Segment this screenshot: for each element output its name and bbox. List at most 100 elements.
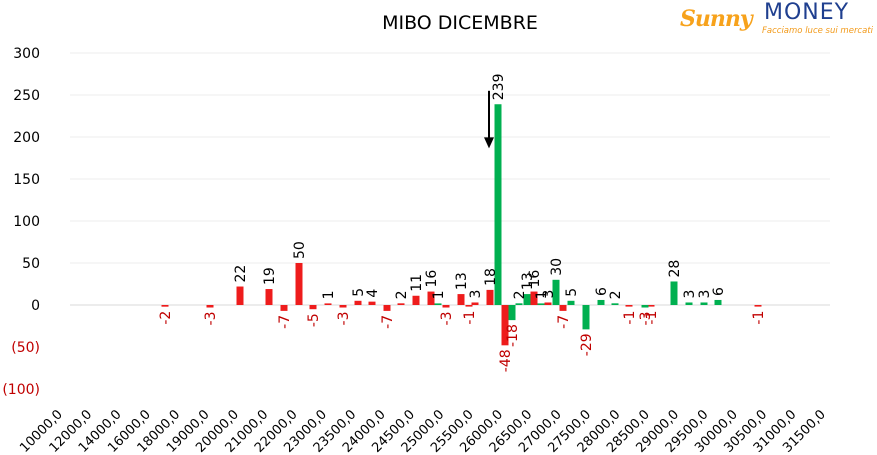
bar-green-7	[567, 300, 575, 305]
bar-red-12	[397, 303, 405, 305]
data-label-red-11: -7	[380, 315, 396, 329]
data-label-red-9: 5	[351, 288, 367, 297]
bar-red-22	[544, 302, 552, 305]
bar-red-6	[309, 305, 317, 310]
bar-green-10	[611, 303, 619, 305]
logo-word-sunny: Sunny	[680, 6, 753, 32]
data-label-red-18: -1	[462, 311, 478, 325]
bar-green-9	[597, 299, 605, 305]
logo-tagline: Facciamo luce sui mercati	[762, 26, 874, 36]
data-label-red-0: -2	[158, 311, 174, 325]
x-axis-ticks: 10000,012000,014000,016000,018000,019000…	[17, 407, 829, 455]
y-axis-ticks: 300 250 200 150 100 50 0 (50) (100)	[2, 46, 40, 398]
y-tick-label: (50)	[11, 340, 40, 356]
data-label-red-21: 16	[527, 270, 543, 288]
bar-red-23	[559, 305, 567, 311]
bar-red-2	[236, 286, 244, 305]
y-tick-label: 200	[13, 130, 40, 146]
data-label-red-26: -1	[751, 311, 767, 325]
data-label-green-13: 3	[682, 290, 698, 299]
data-label-red-12: 2	[394, 290, 410, 299]
data-label-green-1: 239	[491, 74, 507, 101]
y-tick-label: 300	[13, 46, 40, 62]
bar-red-24	[625, 305, 633, 307]
data-label-green-2: -18	[505, 324, 521, 347]
bar-red-25	[647, 305, 655, 307]
data-label-green-6: 30	[549, 258, 565, 276]
data-label-green-9: 6	[594, 287, 610, 296]
bar-green-15	[714, 299, 722, 305]
data-label-green-15: 6	[711, 287, 727, 296]
y-tick-label: 0	[31, 298, 40, 314]
data-label-red-5: 50	[292, 241, 308, 259]
bar-green-1	[494, 104, 502, 306]
data-label-green-3: 2	[512, 290, 528, 299]
data-label-green-12: 28	[667, 260, 683, 278]
data-label-red-4: -7	[277, 315, 293, 329]
bar-green-5	[537, 303, 545, 305]
bar-red-20	[501, 305, 509, 346]
data-label-green-5: 1	[534, 290, 550, 299]
bar-green-12	[670, 281, 678, 305]
y-tick-label: 100	[13, 214, 40, 230]
bar-green-0	[434, 303, 442, 305]
data-label-red-2: 22	[233, 265, 249, 283]
data-label-red-13: 11	[409, 274, 425, 292]
data-label-red-8: -3	[336, 312, 352, 326]
chart-title: MIBO DICEMBRE	[382, 12, 538, 34]
bar-red-11	[383, 305, 391, 311]
y-tick-label: (100)	[2, 382, 40, 398]
bar-green-14	[700, 302, 708, 305]
bars	[161, 104, 762, 346]
data-label-red-10: 4	[365, 289, 381, 298]
y-tick-label: 50	[22, 256, 40, 272]
bar-green-13	[685, 302, 693, 305]
data-label-green-0: 1	[431, 290, 447, 299]
data-label-red-14: 16	[424, 270, 440, 288]
data-label-green-10: 2	[608, 290, 624, 299]
bar-red-0	[161, 305, 169, 307]
bar-red-26	[754, 305, 762, 307]
data-label-red-16: 13	[454, 272, 470, 290]
bar-red-13	[412, 295, 420, 305]
bar-green-4	[523, 294, 531, 305]
bar-red-16	[457, 294, 465, 305]
data-label-green-4: 13	[520, 272, 536, 290]
bar-red-14	[427, 291, 435, 305]
bar-red-4	[280, 305, 288, 311]
bar-red-7	[324, 303, 332, 305]
data-label-red-1: -3	[203, 312, 219, 326]
data-label-green-11: -3	[638, 312, 654, 326]
data-label-red-15: -3	[439, 312, 455, 326]
data-label-green-8: -29	[579, 333, 595, 356]
arrow-head	[484, 137, 494, 149]
data-label-red-6: -5	[306, 313, 322, 327]
logo-word-money: MONEY	[764, 0, 850, 25]
data-label-red-3: 19	[262, 267, 278, 285]
bar-red-3	[265, 289, 273, 305]
bar-red-1	[206, 305, 214, 308]
bar-red-21	[530, 291, 538, 305]
data-label-red-22: 3	[541, 290, 557, 299]
bar-red-15	[442, 305, 450, 308]
data-label-red-24: -1	[622, 311, 638, 325]
bar-green-3	[515, 303, 523, 305]
bar-red-5	[295, 263, 303, 305]
data-label-red-17: 3	[468, 290, 484, 299]
bar-red-10	[368, 301, 376, 305]
gridlines	[70, 52, 830, 306]
bar-red-17	[471, 302, 479, 305]
data-label-red-19: 18	[483, 268, 499, 286]
bar-green-11	[641, 305, 649, 308]
bar-green-2	[508, 305, 516, 321]
data-label-green-14: 3	[697, 290, 713, 299]
bar-red-19	[486, 289, 494, 305]
data-label-green-7: 5	[564, 288, 580, 297]
data-label-red-25: -1	[644, 311, 660, 325]
sunny-money-logo: Sunny MONEY Facciamo luce sui mercati	[676, 0, 877, 40]
bar-red-9	[354, 300, 362, 305]
data-label-red-20: -48	[498, 349, 514, 372]
bar-red-8	[339, 305, 347, 308]
